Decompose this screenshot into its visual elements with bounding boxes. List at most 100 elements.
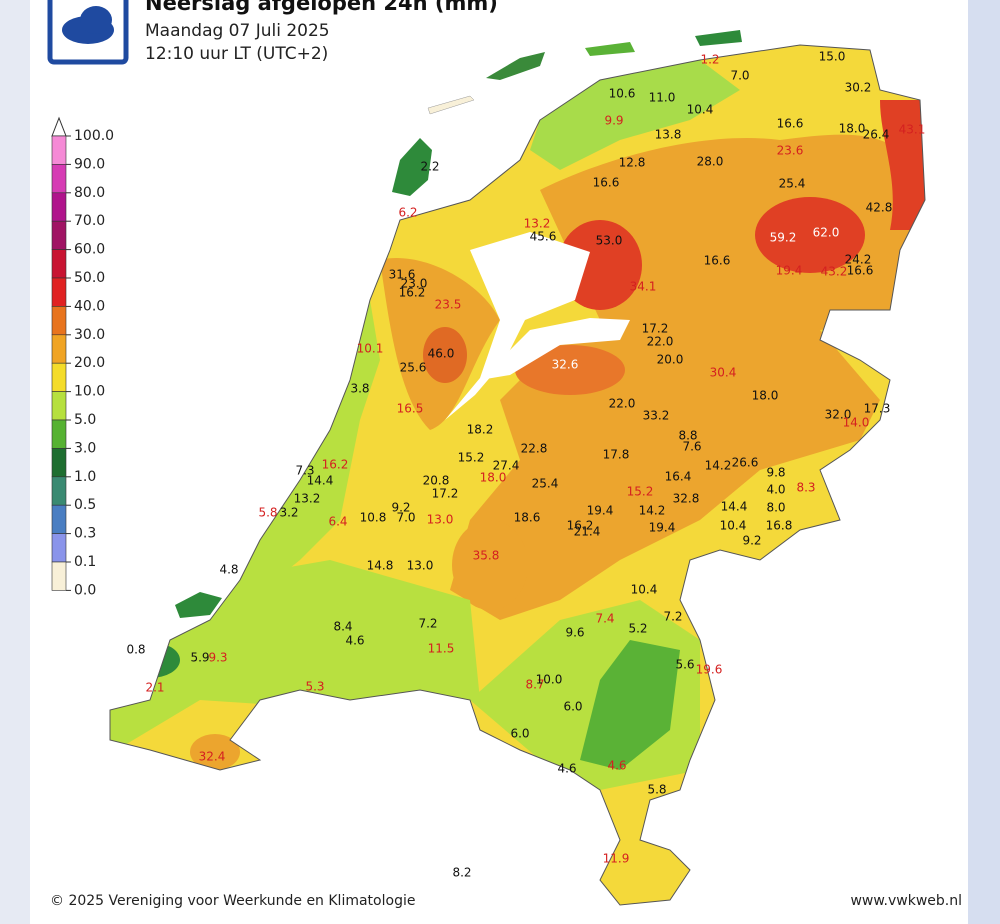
station-value: 11.0 — [649, 91, 676, 105]
station-value: 3.8 — [350, 382, 369, 396]
island — [585, 42, 635, 56]
station-value: 30.4 — [710, 366, 737, 380]
subtitle: Maandag 07 Juli 2025 — [145, 21, 330, 41]
station-value: 6.4 — [328, 515, 347, 529]
station-value: 9.8 — [766, 466, 785, 480]
station-value: 16.6 — [777, 117, 804, 131]
orange-area — [452, 520, 528, 610]
station-value: 6.0 — [563, 700, 582, 714]
legend-label: 90.0 — [74, 156, 105, 172]
station-value: 22.0 — [647, 335, 674, 349]
station-value: 62.0 — [813, 226, 840, 240]
station-value: 26.4 — [863, 128, 890, 142]
station-value: 32.6 — [552, 358, 579, 372]
red-area — [880, 100, 925, 230]
station-value: 9.3 — [208, 651, 227, 665]
station-value: 14.2 — [639, 504, 666, 518]
station-value: 13.8 — [655, 128, 682, 142]
station-value: 17.2 — [642, 322, 669, 336]
station-value: 11.9 — [603, 852, 630, 866]
station-value: 16.5 — [397, 402, 424, 416]
station-value: 9.2 — [742, 534, 761, 548]
legend-swatch — [51, 164, 67, 194]
time: 12:10 uur LT (UTC+2) — [145, 44, 328, 64]
station-value: 17.8 — [603, 448, 630, 462]
island — [392, 138, 432, 196]
station-value: 6.0 — [510, 727, 529, 741]
background-edge — [968, 0, 1000, 924]
station-value: 19.4 — [587, 504, 614, 518]
legend-swatch — [51, 249, 67, 279]
station-value: 19.6 — [696, 663, 723, 677]
station-value: 26.6 — [732, 456, 759, 470]
station-value: 53.0 — [596, 234, 623, 248]
station-value: 10.6 — [609, 87, 636, 101]
legend-label: 0.3 — [74, 526, 96, 542]
legend-label: 3.0 — [74, 440, 96, 456]
station-value: 20.8 — [423, 474, 450, 488]
station-value: 16.6 — [847, 264, 874, 278]
legend-label: 100.0 — [74, 128, 114, 144]
station-value: 18.0 — [752, 389, 779, 403]
station-value: 31.6 — [389, 268, 416, 282]
legend-label: 0.0 — [74, 582, 96, 598]
station-value: 16.2 — [567, 519, 594, 533]
station-value: 5.8 — [647, 783, 666, 797]
legend-label: 1.0 — [74, 469, 96, 485]
station-value: 15.2 — [458, 451, 485, 465]
island — [427, 95, 475, 115]
station-value: 25.4 — [779, 177, 806, 191]
station-value: 27.4 — [493, 459, 520, 473]
station-value: 23.5 — [435, 298, 462, 312]
legend-swatch — [51, 220, 67, 250]
station-value: 13.0 — [427, 513, 454, 527]
red-area — [558, 220, 642, 310]
island — [175, 592, 222, 618]
station-value: 3.2 — [279, 506, 298, 520]
legend-label: 70.0 — [74, 213, 105, 229]
station-value: 30.2 — [845, 81, 872, 95]
station-value: 14.8 — [367, 559, 394, 573]
station-value: 4.6 — [557, 762, 576, 776]
station-value: 17.2 — [432, 487, 459, 501]
station-value: 33.2 — [643, 409, 670, 423]
station-value: 17.3 — [864, 402, 891, 416]
station-value: 18.2 — [467, 423, 494, 437]
station-value: 9.6 — [565, 626, 584, 640]
station-value: 34.1 — [630, 280, 657, 294]
legend-swatch — [51, 419, 67, 449]
legend-label: 0.1 — [74, 554, 96, 570]
station-value: 2.2 — [420, 160, 439, 174]
station-value: 7.0 — [730, 69, 749, 83]
green-area — [530, 60, 740, 170]
station-value: 23.6 — [777, 144, 804, 158]
station-value: 18.6 — [514, 511, 541, 525]
legend-label: 0.5 — [74, 497, 96, 513]
station-value: 4.6 — [607, 759, 626, 773]
legend-label: 20.0 — [74, 355, 105, 371]
station-value: 15.0 — [819, 50, 846, 64]
lake — [480, 318, 630, 380]
station-value: 18.0 — [480, 471, 507, 485]
red-area — [755, 197, 865, 273]
station-value: 10.4 — [720, 519, 747, 533]
lake — [445, 232, 590, 420]
legend-swatch — [51, 476, 67, 506]
station-value: 12.8 — [619, 156, 646, 170]
legend-swatch — [51, 504, 67, 534]
legend-label: 60.0 — [74, 242, 105, 258]
station-value: 10.4 — [631, 583, 658, 597]
station-value: 23.0 — [401, 277, 428, 291]
station-value: 11.5 — [428, 642, 455, 656]
legend-label: 30.0 — [74, 327, 105, 343]
legend-swatch — [51, 135, 67, 165]
station-value: 19.4 — [649, 521, 676, 535]
station-value: 14.4 — [721, 500, 748, 514]
station-value: 16.6 — [704, 254, 731, 268]
red-area — [423, 327, 467, 383]
station-value: 9.2 — [391, 501, 410, 515]
logo — [47, 0, 129, 65]
station-value: 22.0 — [609, 397, 636, 411]
